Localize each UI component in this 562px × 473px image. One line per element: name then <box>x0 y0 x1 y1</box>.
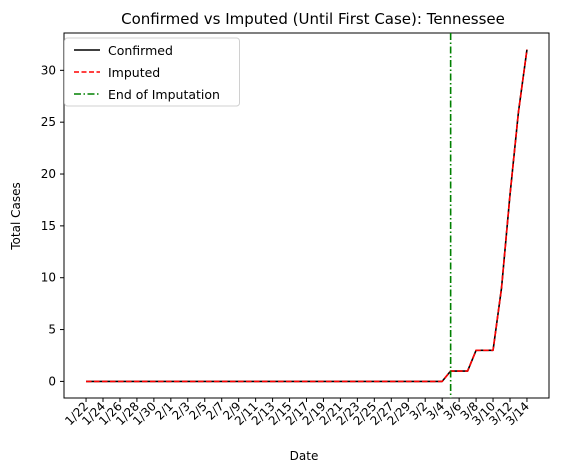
y-tick-label: 30 <box>41 63 56 77</box>
y-tick-label: 20 <box>41 167 56 181</box>
legend: Confirmed Imputed End of Imputation <box>64 37 240 107</box>
chart-title: Confirmed vs Imputed (Until First Case):… <box>121 10 505 28</box>
legend-label-end-of-imputation: End of Imputation <box>108 87 220 102</box>
y-tick-label: 10 <box>41 271 56 285</box>
y-axis-label: Total Cases <box>9 182 23 250</box>
x-axis-label: Date <box>290 449 319 463</box>
y-tick-label: 0 <box>48 374 56 388</box>
legend-box <box>64 37 240 107</box>
legend-label-imputed: Imputed <box>108 65 160 80</box>
y-tick-label: 15 <box>41 219 56 233</box>
y-tick-label: 5 <box>48 323 56 337</box>
series-line-imputed <box>86 49 528 383</box>
y-tick-label: 25 <box>41 115 56 129</box>
legend-label-confirmed: Confirmed <box>108 43 173 58</box>
